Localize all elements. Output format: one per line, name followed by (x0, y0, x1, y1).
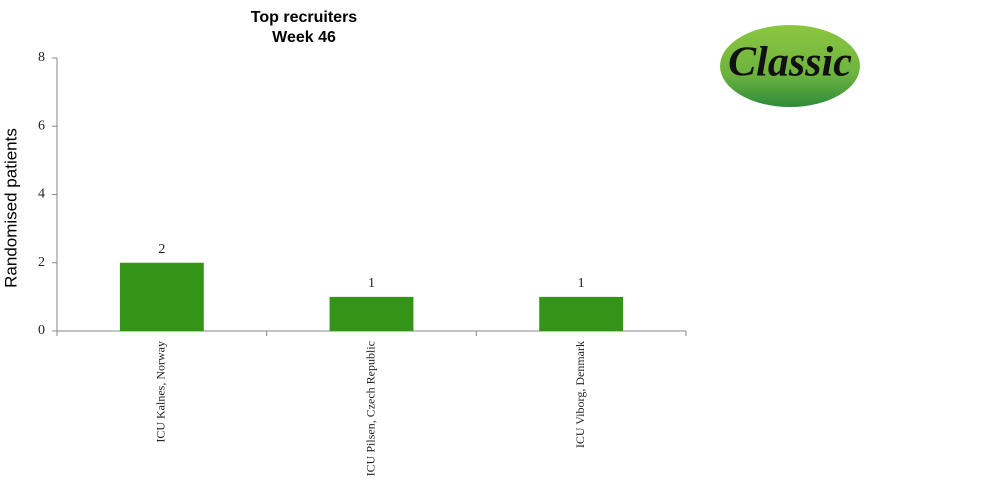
x-tick-label: ICU Kalnes, Norway (154, 341, 168, 443)
y-axis-label: Randomised patients (1, 128, 20, 288)
y-tick-label: 6 (38, 118, 45, 133)
bar (119, 262, 204, 331)
y-tick-label: 0 (38, 323, 45, 338)
y-tick-label: 4 (38, 187, 45, 202)
data-label: 1 (578, 276, 585, 291)
logo-badge (720, 25, 860, 107)
bar (539, 296, 624, 331)
x-tick-label: ICU Viborg, Denmark (573, 341, 587, 448)
chart-title: Top recruiters (251, 9, 358, 26)
y-tick-label: 8 (38, 50, 45, 65)
y-tick-label: 2 (38, 255, 45, 270)
data-label: 2 (158, 242, 165, 257)
chart-subtitle: Week 46 (272, 29, 336, 46)
logo-text: Classic (728, 40, 852, 86)
data-label: 1 (368, 276, 375, 291)
logo: Classic (720, 25, 860, 107)
bar (329, 296, 414, 331)
x-tick-label: ICU Pilsen, Czech Republic (363, 341, 377, 476)
